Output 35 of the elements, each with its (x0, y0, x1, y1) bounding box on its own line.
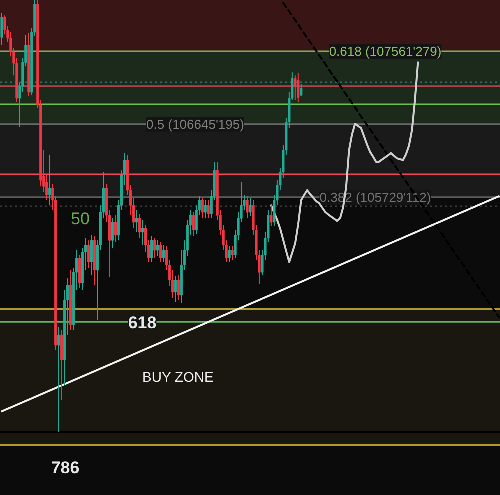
band-label: BUY ZONE (142, 369, 214, 386)
candlestick (88, 240, 90, 269)
candlestick (246, 196, 249, 220)
candlestick (111, 218, 114, 249)
annotation: 0.5 (106645'195) (146, 117, 244, 132)
candlestick (300, 84, 303, 97)
annotation: 0.618 (107561'279) (329, 44, 442, 59)
candlestick (270, 205, 273, 227)
candlestick (150, 236, 153, 263)
candlestick (249, 198, 252, 217)
candlestick (192, 212, 195, 237)
text: 786 (51, 458, 80, 478)
candlestick (201, 198, 204, 220)
candlestick (162, 244, 165, 263)
candlestick (135, 210, 138, 233)
candlestick (207, 200, 210, 220)
candlestick (228, 246, 231, 263)
candlestick (177, 275, 180, 301)
candlestick (141, 220, 144, 246)
candlestick (156, 240, 159, 258)
annotation: 618 (128, 314, 157, 333)
candlestick (159, 242, 162, 263)
candlestick (231, 246, 234, 261)
candlestick (0, 12, 4, 46)
candlestick (58, 326, 60, 433)
candlestick (114, 215, 118, 243)
candlestick (153, 238, 156, 259)
annotation: 50 (71, 209, 90, 228)
candlestick (138, 214, 142, 239)
candlestick (90, 234, 94, 276)
candlestick (48, 155, 52, 206)
candlestick (174, 276, 177, 303)
candlestick (297, 72, 300, 103)
candlestick (294, 75, 297, 101)
candlestick (204, 200, 207, 220)
